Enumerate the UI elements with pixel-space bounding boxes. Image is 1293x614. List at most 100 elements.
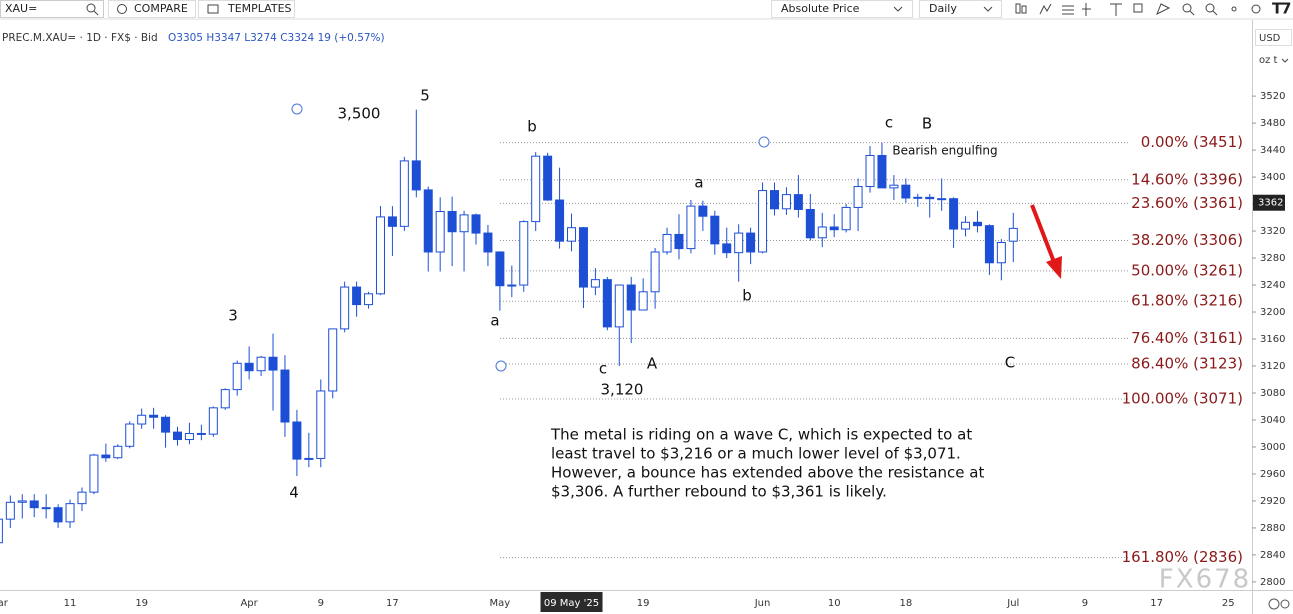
wave-label: a [694, 174, 703, 192]
candle-body [925, 196, 935, 200]
search-icon [93, 10, 99, 16]
y-tick-label: 3160 [1260, 334, 1285, 345]
candle-body [411, 160, 421, 191]
price-mode-dropdown[interactable] [771, 0, 913, 18]
x-tick-label: 17 [386, 598, 399, 609]
candle-body [877, 154, 887, 189]
templates-icon [207, 4, 219, 14]
x-tick-label: 10 [828, 598, 841, 609]
fib-label: 14.60% (3396) [1131, 170, 1243, 188]
scroll-icon[interactable] [1268, 598, 1280, 610]
wave-label: a [490, 312, 499, 330]
candle-body [578, 227, 588, 288]
compare-button[interactable] [108, 0, 196, 18]
watermark: FX678 [1159, 565, 1251, 595]
templates-button[interactable] [198, 0, 295, 18]
fib-label: 86.40% (3123) [1131, 354, 1243, 372]
candle-body [65, 503, 75, 523]
candle-body [483, 232, 493, 253]
candle-body [256, 356, 266, 372]
candle-body [519, 221, 529, 286]
candle-body [196, 432, 206, 435]
candle-body [435, 210, 445, 253]
candle-body [280, 369, 290, 423]
forecast-arrow [1030, 204, 1056, 263]
candle-body [614, 284, 624, 328]
wave-label: 3,120 [601, 381, 644, 399]
y-tick-label: 3040 [1260, 415, 1285, 426]
compare-label: COMPARE [134, 2, 188, 15]
last-price-label: 3362 [1258, 198, 1283, 209]
interval-dropdown[interactable] [919, 0, 1002, 18]
candle-body [173, 431, 182, 441]
search-icon [86, 3, 96, 13]
fib-label: 161.80% (2836) [1122, 548, 1243, 566]
y-tick-label: 3400 [1260, 172, 1285, 183]
x-tick-label: Jul [1006, 598, 1019, 609]
currency-dropdown[interactable] [1255, 29, 1292, 46]
candle-body [89, 454, 99, 493]
candle-body [531, 155, 541, 223]
candle-body [841, 206, 851, 231]
x-tick-label: 17 [1150, 598, 1163, 609]
candle-body [29, 500, 39, 509]
y-tick-label: 3240 [1260, 280, 1285, 291]
candle-body [244, 362, 254, 372]
dropdown-arrow [1281, 58, 1289, 63]
candle-body [328, 328, 338, 392]
candle-body [555, 199, 565, 242]
y-tick-label: 3480 [1260, 118, 1285, 129]
candle-body [901, 184, 911, 199]
y-tick-label: 2960 [1260, 469, 1285, 480]
search-text: XAU= [5, 2, 37, 15]
commentary-line: least travel to $3,216 or a much lower l… [551, 445, 961, 463]
y-tick-label: 3520 [1260, 91, 1285, 102]
candle-body [602, 279, 612, 328]
candle-body [961, 221, 971, 230]
y-tick-label: 3440 [1260, 145, 1285, 156]
candle-body [781, 194, 791, 210]
candle-body [149, 414, 159, 418]
candle-body [232, 362, 242, 391]
candle-body [793, 194, 803, 210]
wave-label: b [527, 118, 537, 136]
compare-icon [117, 4, 127, 14]
x-tick-label: 11 [64, 598, 77, 609]
candle-body [459, 214, 469, 233]
candle-body [817, 226, 827, 239]
y-tick-label: 3200 [1260, 307, 1285, 318]
price-mode-label: Absolute Price [781, 2, 860, 15]
commentary-line: The metal is riding on a wave C, which i… [550, 426, 972, 444]
candle-body [698, 205, 708, 217]
candle-body [829, 226, 839, 231]
wave-label: Bearish engulfing [892, 144, 997, 158]
candle-body [913, 196, 923, 199]
candle-body [5, 501, 15, 520]
wave-label: 4 [289, 484, 299, 502]
candle-body [937, 198, 947, 201]
y-tick-label: 2840 [1260, 550, 1285, 561]
search-box[interactable] [0, 0, 104, 18]
candle-body [853, 186, 863, 208]
wave-label: 5 [420, 87, 430, 105]
x-tick-label: Mar [0, 598, 9, 609]
candle-body [304, 457, 314, 460]
wave-label: A [647, 355, 658, 373]
candle-body [674, 233, 684, 250]
candle-body [352, 286, 362, 306]
y-tick-label: 2880 [1260, 523, 1285, 534]
candle-body [423, 189, 433, 253]
y-tick-label: 2920 [1260, 496, 1285, 507]
candle-body [507, 284, 517, 287]
candle-body [865, 154, 875, 188]
wave-label: c [885, 114, 893, 132]
currency-label: USD [1259, 33, 1281, 44]
y-tick-label: 3120 [1260, 361, 1285, 372]
dropdown-arrow [983, 6, 993, 12]
y-tick-label: 3080 [1260, 388, 1285, 399]
x-tick-label: Jun [754, 598, 771, 609]
templates-label: TEMPLATES [227, 2, 292, 15]
settings-icon[interactable] [1280, 599, 1290, 609]
candle-body [364, 293, 374, 306]
candle-body [77, 491, 87, 505]
